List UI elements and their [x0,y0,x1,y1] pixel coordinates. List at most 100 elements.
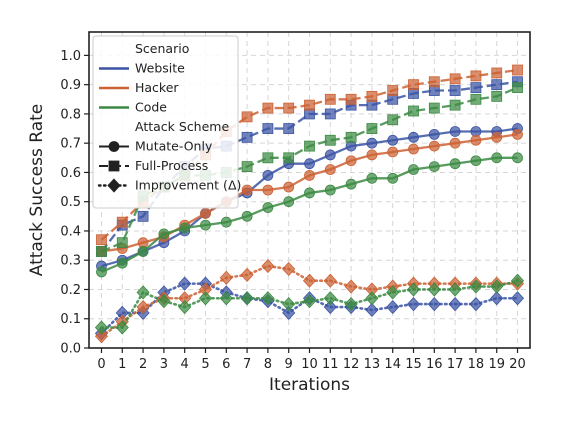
data-point [324,93,336,105]
data-point [448,282,462,297]
data-point [470,134,482,146]
data-point [427,282,441,297]
data-point [408,105,419,117]
y-tick-label: 0.8 [60,107,81,122]
legend-item-scenario: Hacker [135,80,179,95]
series-code-diamond [94,273,525,335]
data-point [365,302,379,318]
data-point [283,123,295,134]
data-point [282,261,296,277]
x-tick-label: 12 [343,357,360,372]
data-point [469,297,483,312]
x-tick-label: 13 [364,357,381,372]
data-point [324,134,336,146]
data-point [282,297,296,312]
data-point [406,297,421,312]
data-point [427,297,441,312]
data-point [387,85,399,96]
x-tick-label: 4 [181,357,189,372]
y-tick-label: 0.1 [60,312,81,327]
data-point [302,294,317,309]
data-point [283,196,295,208]
data-point [408,143,419,155]
data-point [116,237,128,249]
data-point [387,146,399,158]
data-point [304,169,315,181]
data-point [406,282,421,297]
data-point [510,273,525,288]
data-point [448,297,462,312]
legend-item-scenario: Code [135,100,167,115]
data-point [428,140,440,152]
x-tick-label: 17 [447,357,464,372]
legend-item-scheme: Mutate-Only [135,139,213,154]
data-point [323,299,337,315]
y-tick-label: 0.7 [60,137,81,152]
data-point [304,187,315,199]
data-point [241,111,253,123]
data-point [240,291,254,306]
x-tick-label: 20 [509,357,526,372]
data-point [470,93,482,105]
data-point [491,79,503,91]
x-tick-label: 11 [322,357,339,372]
data-point [136,299,150,315]
data-point [241,210,253,222]
x-tick-label: 8 [264,357,272,372]
data-point [96,266,107,278]
legend-title-scenario: Scenario [135,41,189,56]
data-point [408,164,419,175]
data-point [366,172,378,184]
data-point [344,279,358,294]
data-point [387,114,399,126]
data-point [345,93,357,105]
series-line [100,279,519,329]
data-point [366,149,378,161]
data-point [408,131,419,143]
y-tick-label: 0.9 [60,78,81,93]
data-point [200,208,211,219]
legend-item-scenario: Website [135,61,185,76]
data-point [94,329,109,344]
x-tick-label: 14 [384,357,401,372]
data-point [512,152,523,164]
data-point [157,294,171,309]
data-point [94,320,109,335]
data-point [178,299,192,315]
legend: Scenario Website Hacker Code Attack Scheme Mu… [92,35,241,209]
axis-ticks: 0.00.10.20.30.40.50.60.70.80.91.00 1 2 3 4 5 6… [60,49,525,372]
data-point [241,131,253,143]
data-point [283,102,295,114]
data-point [136,285,150,300]
data-point [261,258,275,274]
data-point [262,102,274,114]
data-point [304,158,315,170]
data-point [179,222,191,234]
data-point [304,99,315,111]
data-point [324,149,336,161]
data-point [387,172,399,184]
data-point [344,297,358,312]
legend-marker-diamond [107,178,121,193]
data-point [449,73,461,85]
data-point [96,234,107,246]
data-point [96,246,107,257]
data-point [261,291,275,306]
series-layer [94,64,525,344]
x-tick-label: 5 [201,357,209,372]
data-point [470,82,482,93]
x-tick-label: 10 [301,357,318,372]
data-point [449,137,461,149]
data-point [220,216,232,228]
data-point [428,76,440,88]
data-point [345,131,357,143]
data-point [324,184,336,196]
x-tick-label: 2 [139,357,147,372]
data-point [283,152,295,164]
data-point [512,64,523,76]
data-point [283,181,295,193]
legend-title-scheme: Attack Scheme [135,119,229,134]
series-line [100,68,518,241]
data-point [137,246,149,257]
